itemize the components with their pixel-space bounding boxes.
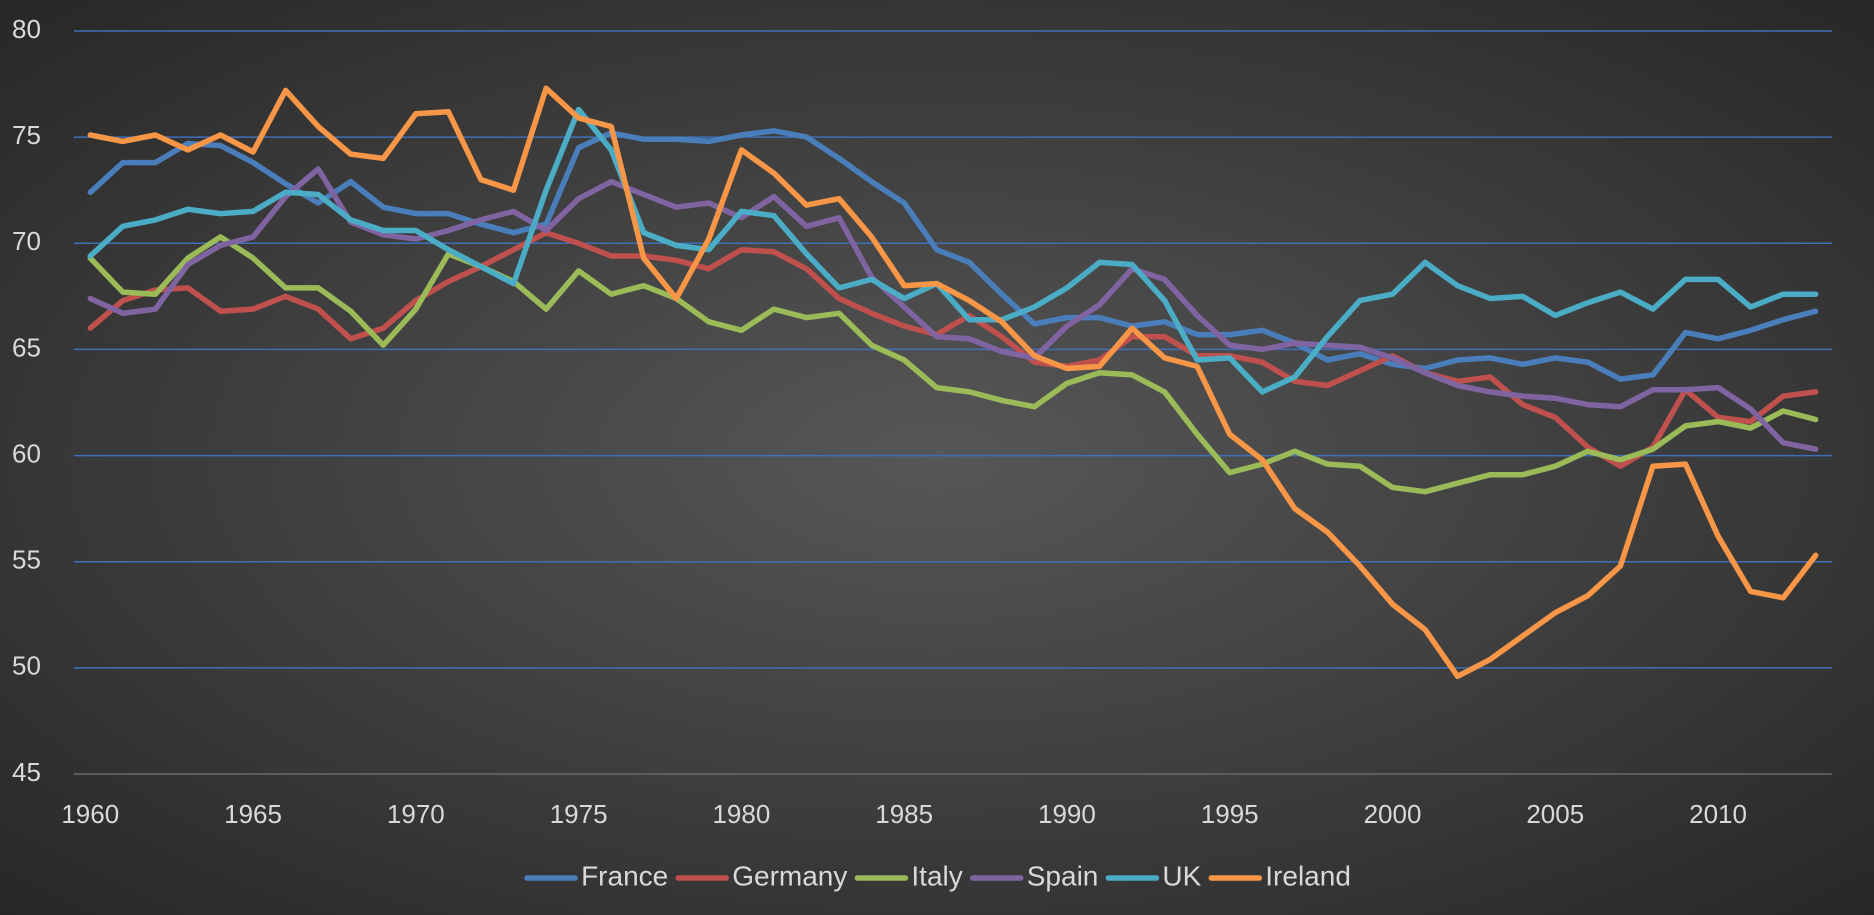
y-tick-label: 50: [12, 651, 41, 681]
x-tick-label: 1980: [712, 799, 770, 829]
y-tick-label: 65: [12, 332, 41, 362]
x-tick-label: 2005: [1526, 799, 1584, 829]
y-tick-label: 70: [12, 226, 41, 256]
series-line: [87, 128, 1819, 382]
x-tick-label: 1965: [224, 799, 282, 829]
legend-label: Ireland: [1265, 860, 1351, 891]
series-line: [87, 85, 1819, 680]
x-tick-label: 1960: [61, 799, 119, 829]
x-tick-label: 2000: [1364, 799, 1422, 829]
legend-label: UK: [1162, 860, 1201, 891]
x-tick-label: 1990: [1038, 799, 1096, 829]
y-tick-label: 60: [12, 438, 41, 468]
y-tick-label: 80: [12, 14, 41, 44]
legend-label: France: [581, 860, 668, 891]
y-tick-label: 45: [12, 757, 41, 787]
y-tick-label: 55: [12, 545, 41, 575]
series-line: [87, 234, 1819, 495]
x-tick-label: 2010: [1689, 799, 1747, 829]
x-tick-label: 1985: [875, 799, 933, 829]
x-tick-label: 1975: [550, 799, 608, 829]
series-line: [87, 106, 1819, 395]
legend-label: Italy: [911, 860, 962, 891]
series-line: [87, 166, 1819, 452]
legend-label: Spain: [1027, 860, 1099, 891]
legend-label: Germany: [732, 860, 847, 891]
series-line: [87, 229, 1819, 469]
y-tick-label: 75: [12, 120, 41, 150]
x-tick-label: 1995: [1201, 799, 1259, 829]
x-tick-label: 1970: [387, 799, 445, 829]
